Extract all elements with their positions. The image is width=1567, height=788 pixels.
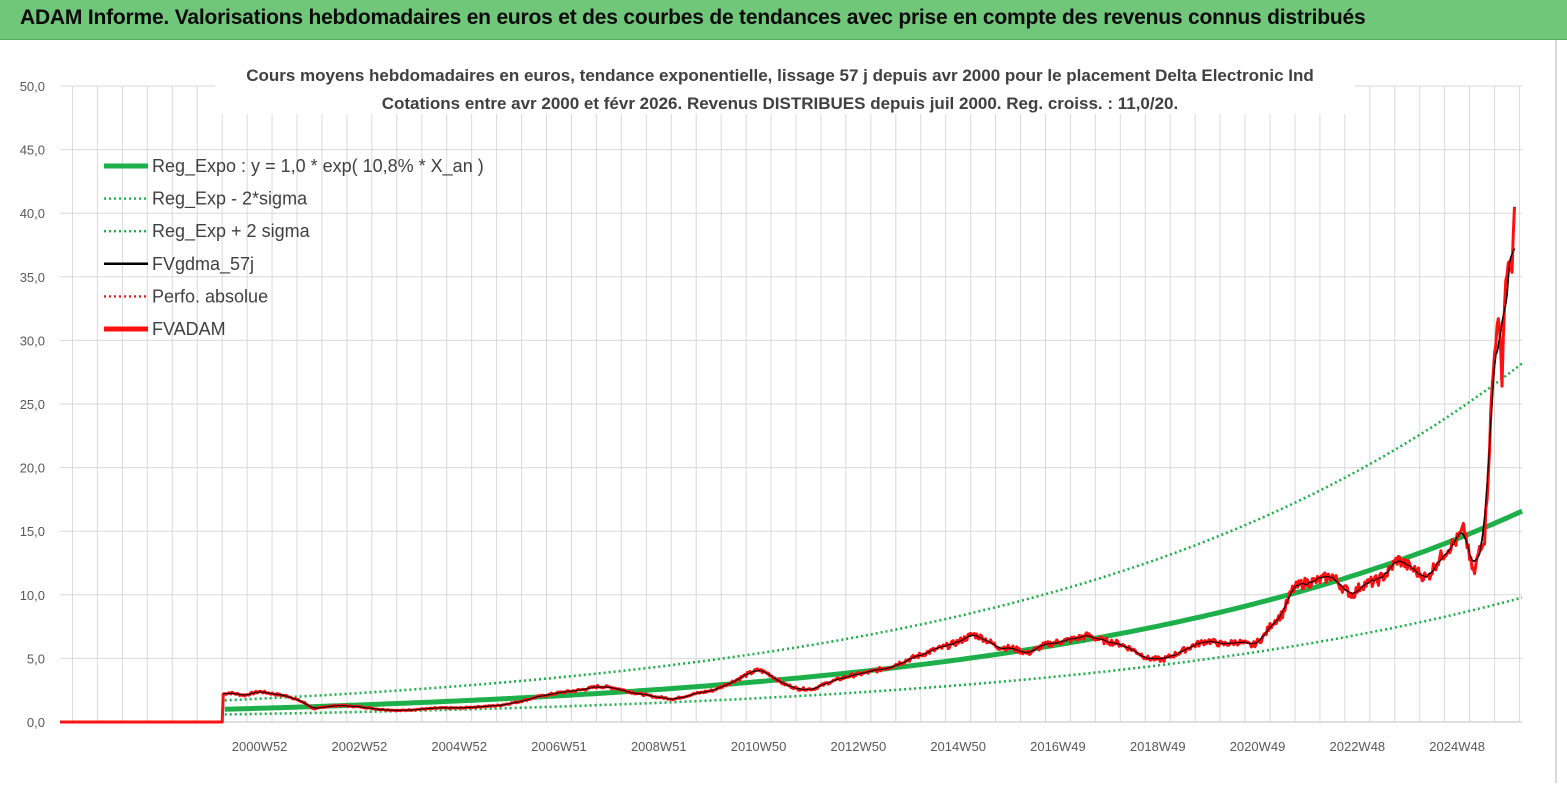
x-tick-label: 2006W51: [531, 739, 587, 754]
series-line-1: [224, 596, 1523, 716]
series-line-2: [224, 362, 1523, 702]
x-tick-label: 2014W50: [930, 739, 986, 754]
series-line-3: [223, 248, 1516, 712]
series-line-5: [59, 206, 1516, 724]
x-tick-label: 2020W49: [1230, 739, 1286, 754]
x-tick-label: 2000W52: [232, 739, 288, 754]
grid-layer: [60, 85, 1522, 723]
y-tick-label: 20,0: [20, 461, 45, 476]
legend-label-3: FVgdma_57j: [152, 254, 254, 275]
title-background: [215, 62, 1355, 114]
x-tick-label: 2022W48: [1330, 739, 1386, 754]
x-tick-label: 2002W52: [332, 739, 388, 754]
legend-label-5: FVADAM: [152, 319, 226, 339]
legend-label-2: Reg_Exp + 2 sigma: [152, 221, 311, 242]
chart-svg: 0,0 5,0 10,0 15,0 20,0 25,0 30,0 35,0 40,0 45,0 50…: [20, 62, 1524, 754]
series-line-0: [224, 508, 1524, 712]
y-tick-label: 30,0: [20, 333, 45, 348]
x-tick-label: 2024W48: [1429, 739, 1485, 754]
x-tick-label: 2012W50: [831, 739, 887, 754]
right-edge-border: [1555, 40, 1557, 783]
series-layer: [59, 206, 1524, 724]
x-tick-label: 2018W49: [1130, 739, 1186, 754]
y-tick-label: 25,0: [20, 397, 45, 412]
chart-area: 0,0 5,0 10,0 15,0 20,0 25,0 30,0 35,0 40,0 45,0 50…: [0, 40, 1567, 783]
legend-label-4: Perfo. absolue: [152, 286, 268, 306]
x-tick-label: 2004W52: [431, 739, 487, 754]
legend-label-1: Reg_Exp - 2*sigma: [152, 189, 308, 210]
page-header: ADAM Informe. Valorisations hebdomadaire…: [0, 0, 1567, 40]
legend: Reg_Expo : y = 1,0 * exp( 10,8% * X_an )…: [104, 156, 484, 339]
series-line-smoothed-overlay: [223, 248, 1516, 711]
x-tick-label: 2016W49: [1030, 739, 1086, 754]
axis-layer: 0,0 5,0 10,0 15,0 20,0 25,0 30,0 35,0 40,0 45,0 50…: [20, 79, 1522, 754]
chart-subtitle: Cotations entre avr 2000 et févr 2026. R…: [382, 94, 1179, 113]
y-tick-label: 0,0: [27, 715, 45, 730]
chart-title: Cours moyens hebdomadaires en euros, ten…: [246, 66, 1314, 85]
y-tick-label: 40,0: [20, 206, 45, 221]
y-tick-label: 10,0: [20, 588, 45, 603]
legend-label-0: Reg_Expo : y = 1,0 * exp( 10,8% * X_an ): [152, 156, 484, 177]
y-tick-label: 15,0: [20, 524, 45, 539]
x-tick-label: 2008W51: [631, 739, 687, 754]
page-title: ADAM Informe. Valorisations hebdomadaire…: [20, 6, 1366, 29]
y-tick-label: 35,0: [20, 270, 45, 285]
title-layer: Cours moyens hebdomadaires en euros, ten…: [215, 62, 1355, 114]
y-tick-label: 45,0: [20, 143, 45, 158]
y-tick-label: 50,0: [20, 79, 45, 94]
y-tick-label: 5,0: [27, 651, 45, 666]
x-tick-label: 2010W50: [731, 739, 787, 754]
